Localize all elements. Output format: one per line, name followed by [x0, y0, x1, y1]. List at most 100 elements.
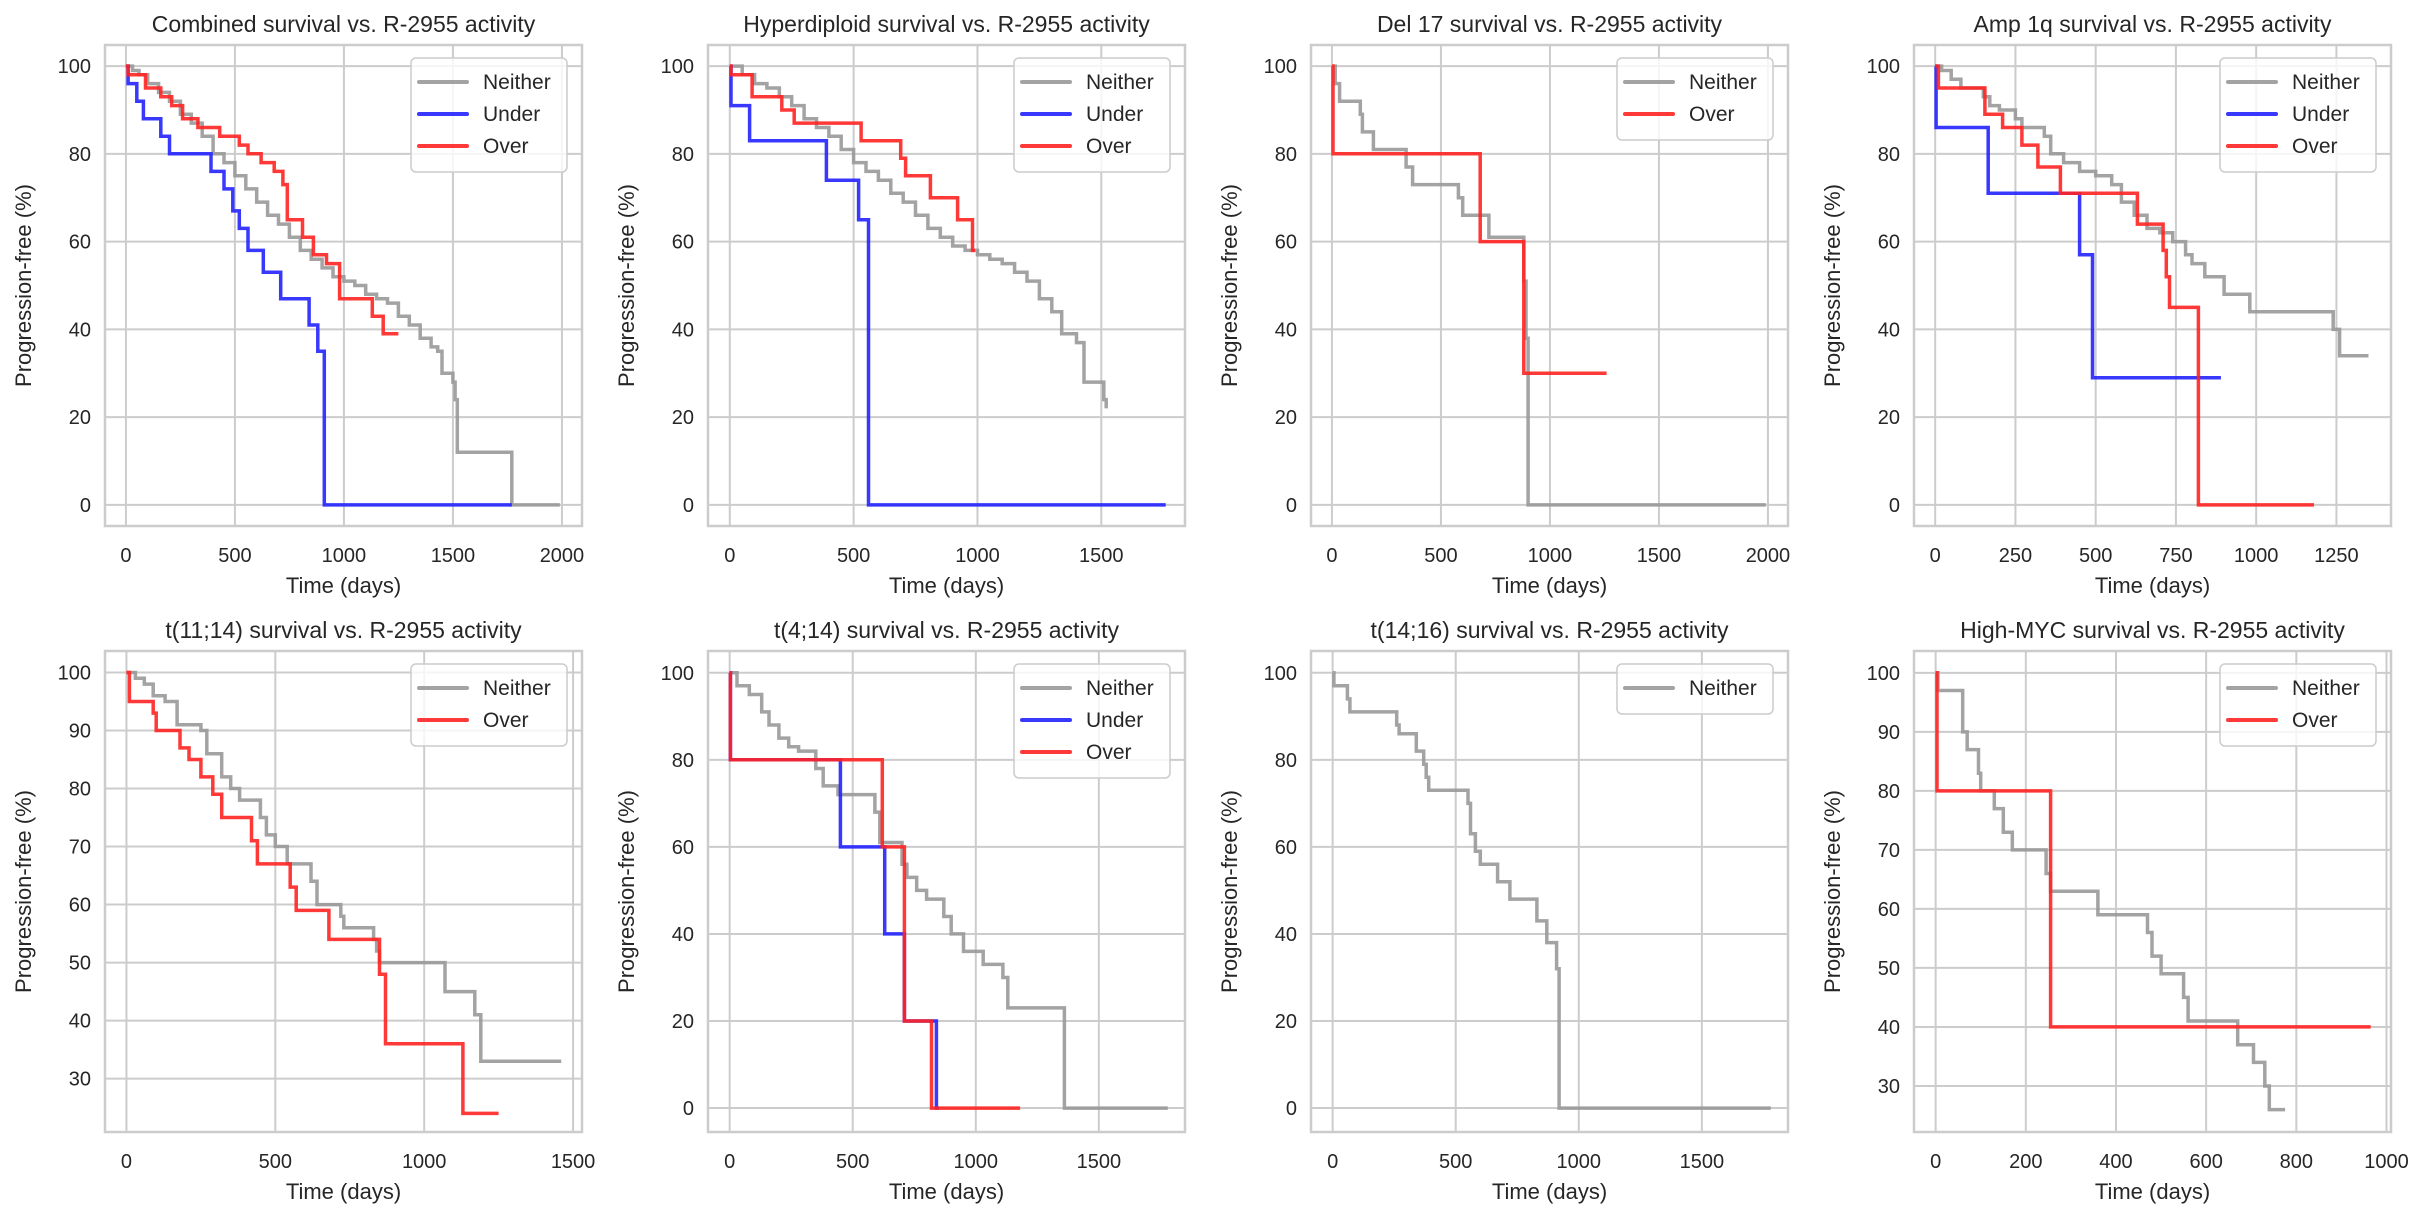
x-tick-label: 500: [836, 1151, 869, 1173]
x-tick-label: 0: [1326, 545, 1337, 567]
legend: Neither Over: [410, 663, 568, 747]
axes-frame: [1309, 43, 1790, 528]
y-tick-label: 80: [1275, 750, 1297, 772]
y-tick-label: 0: [1889, 495, 1900, 517]
y-tick-label: 20: [1275, 407, 1297, 429]
x-tick-label: 750: [2159, 545, 2192, 567]
x-tick-label: 2000: [1746, 545, 1791, 567]
y-tick-label: 0: [683, 1098, 694, 1120]
y-tick-label: 40: [69, 319, 91, 341]
legend-label-neither: Neither: [1689, 71, 1757, 94]
axes-frame: [103, 649, 584, 1134]
chart-title: Hyperdiploid survival vs. R-2955 activit…: [743, 11, 1150, 37]
y-axis-label: Progression-free (%): [614, 184, 639, 387]
x-tick-label: 400: [2099, 1151, 2132, 1173]
legend-label-neither: Neither: [1086, 71, 1154, 94]
x-tick-label: 1500: [1680, 1151, 1725, 1173]
chart-title: Combined survival vs. R-2955 activity: [152, 11, 536, 37]
legend-label-over: Over: [483, 709, 529, 732]
y-tick-label: 40: [1878, 319, 1900, 341]
y-tick-label: 0: [1286, 1098, 1297, 1120]
axes-frame: [103, 43, 584, 528]
y-tick-label: 100: [1867, 663, 1900, 685]
y-tick-label: 80: [1275, 144, 1297, 166]
series-line-neither: [729, 64, 1108, 409]
x-tick-label: 1500: [1079, 545, 1124, 567]
axes-frame: [706, 649, 1187, 1134]
y-tick-label: 100: [661, 56, 694, 78]
axes-frame: [1912, 43, 2393, 528]
legend-box: [1013, 663, 1171, 779]
x-tick-label: 1000: [1528, 545, 1573, 567]
x-tick-label: 1000: [322, 545, 367, 567]
y-axis-label: Progression-free (%): [1820, 184, 1845, 387]
x-tick-label: 1500: [551, 1151, 596, 1173]
x-tick-label: 1500: [431, 545, 476, 567]
y-tick-label: 50: [1878, 958, 1900, 980]
x-axis-label: Time (days): [286, 573, 401, 598]
y-axis-label: Progression-free (%): [1820, 790, 1845, 993]
legend: Neither Over: [2219, 663, 2377, 747]
x-tick-label: 500: [259, 1151, 292, 1173]
y-tick-label: 20: [1878, 407, 1900, 429]
x-tick-label: 0: [1930, 1151, 1941, 1173]
chart-title: Del 17 survival vs. R-2955 activity: [1377, 11, 1723, 37]
chart-title: t(14;16) survival vs. R-2955 activity: [1371, 617, 1729, 643]
series-line-under: [729, 64, 1166, 507]
y-tick-label: 60: [672, 837, 694, 859]
series-line-over: [1935, 671, 2371, 1029]
legend-label-under: Under: [1086, 709, 1143, 732]
legend: Neither Over: [1616, 57, 1774, 141]
legend: Neither Under Over: [1013, 663, 1171, 779]
chart-panel-8: 0 200 400 600 800 1000 30 40 50 60 70 80 90 100 High-M…: [1820, 617, 2409, 1204]
y-tick-label: 80: [69, 779, 91, 801]
series-line-under: [1934, 64, 2221, 380]
y-axis-label: Progression-free (%): [11, 790, 36, 993]
y-tick-label: 60: [672, 232, 694, 254]
y-tick-label: 80: [69, 144, 91, 166]
x-tick-label: 800: [2280, 1151, 2313, 1173]
series-line-over: [729, 64, 975, 253]
x-tick-label: 500: [837, 545, 870, 567]
series-line-over: [1331, 64, 1607, 376]
legend-label-neither: Neither: [2292, 71, 2360, 94]
legend-label-over: Over: [1086, 135, 1132, 158]
x-tick-label: 500: [218, 545, 251, 567]
series-line-neither: [125, 64, 560, 507]
x-tick-label: 1000: [2364, 1151, 2409, 1173]
y-tick-label: 0: [1286, 495, 1297, 517]
chart-panel-2: 0 500 1000 1500 0 20 40 60 80 100 Hyperdiploid sur…: [614, 11, 1187, 598]
x-tick-label: 0: [1327, 1151, 1338, 1173]
legend-label-neither: Neither: [1689, 677, 1757, 700]
x-axis-label: Time (days): [889, 1179, 1004, 1204]
y-tick-label: 100: [661, 663, 694, 685]
x-axis-label: Time (days): [2095, 573, 2210, 598]
x-tick-label: 1000: [954, 1151, 999, 1173]
x-tick-label: 2000: [540, 545, 585, 567]
y-tick-label: 80: [1878, 781, 1900, 803]
x-tick-label: 1250: [2314, 545, 2359, 567]
y-tick-label: 100: [1264, 56, 1297, 78]
y-tick-label: 40: [672, 924, 694, 946]
series-line-neither: [729, 671, 1168, 1110]
y-axis-label: Progression-free (%): [614, 790, 639, 993]
x-tick-label: 500: [1424, 545, 1457, 567]
x-tick-label: 1000: [955, 545, 1000, 567]
y-tick-label: 60: [1275, 232, 1297, 254]
y-tick-label: 20: [672, 407, 694, 429]
chart-panel-1: 0 500 1000 1500 2000 0 20 40 60 80 100 Combined sur…: [11, 11, 584, 598]
legend-label-over: Over: [1086, 741, 1132, 764]
series-line-over: [126, 670, 499, 1116]
x-tick-label: 250: [1999, 545, 2032, 567]
y-tick-label: 60: [1878, 232, 1900, 254]
chart-title: High-MYC survival vs. R-2955 activity: [1960, 617, 2345, 643]
legend-label-over: Over: [2292, 709, 2338, 732]
x-axis-label: Time (days): [889, 573, 1004, 598]
legend-box: [410, 663, 568, 747]
y-tick-label: 40: [69, 1011, 91, 1033]
series-line-over: [125, 64, 399, 336]
y-tick-label: 100: [58, 662, 91, 684]
chart-panel-3: 0 500 1000 1500 2000 0 20 40 60 80 100 Del 17 survi…: [1217, 11, 1790, 598]
x-axis-label: Time (days): [1492, 1179, 1607, 1204]
x-tick-label: 1000: [1557, 1151, 1602, 1173]
